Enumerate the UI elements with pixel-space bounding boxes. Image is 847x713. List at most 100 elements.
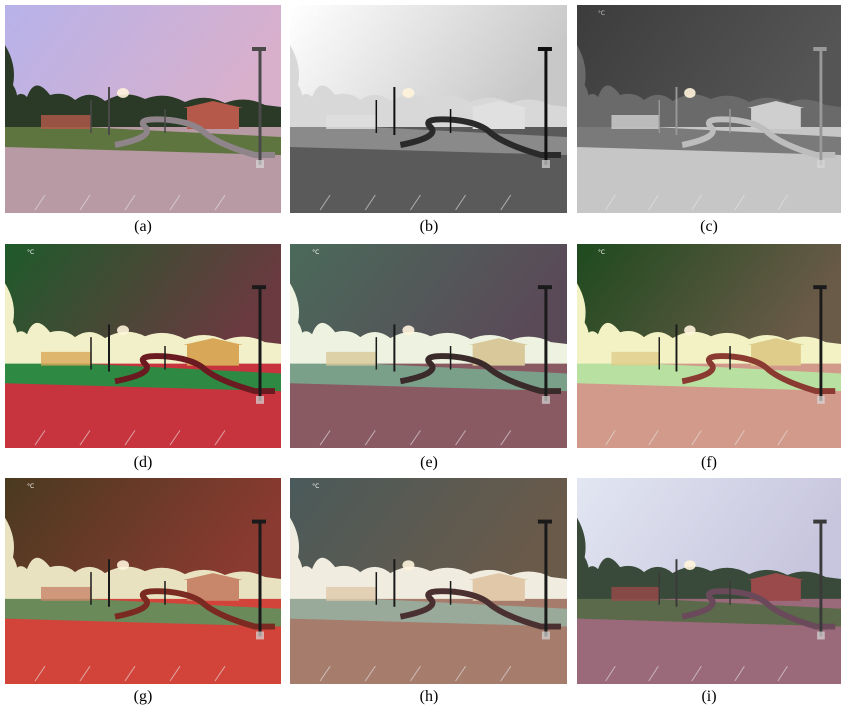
parking-stripe <box>124 194 136 211</box>
scene-svg: °C <box>577 244 841 448</box>
tall-tree <box>577 517 589 597</box>
moon <box>684 560 696 571</box>
parking-stripe <box>500 194 512 211</box>
moon <box>684 325 696 336</box>
parking-stripe <box>691 665 702 682</box>
parking-stripe <box>777 194 788 211</box>
scene-svg <box>577 478 841 684</box>
post-base <box>817 160 825 168</box>
moon <box>117 325 129 336</box>
parking-stripe <box>124 430 136 446</box>
tall-tree <box>577 283 589 362</box>
parking-stripe <box>691 194 702 211</box>
parking-stripe <box>364 430 376 446</box>
panel-f-fused-image: °C <box>577 244 841 448</box>
parking-stripe <box>455 665 467 682</box>
tall-tree <box>290 517 303 597</box>
parking-stripe <box>648 665 659 682</box>
lamp-head <box>537 285 552 290</box>
panel-c-thermal-image: °C <box>577 5 841 213</box>
tall-tree <box>290 283 303 362</box>
parking-stripe <box>410 665 421 682</box>
panel-h-fused-image: °C <box>290 478 567 684</box>
parking-stripe <box>169 665 181 682</box>
building <box>751 579 801 601</box>
parking-stripe <box>734 194 745 211</box>
winding-road <box>681 353 836 395</box>
parking-stripe <box>777 430 788 446</box>
panel-b-thermal-image: °C <box>290 5 567 213</box>
tall-tree <box>290 45 303 125</box>
caption-a: (a) <box>134 218 152 235</box>
building-roof <box>468 573 529 581</box>
lamp-head <box>252 519 266 524</box>
degree-marker: °C <box>312 10 319 17</box>
tall-tree <box>5 517 18 597</box>
winding-road <box>399 588 561 630</box>
parking-stripe <box>34 194 46 211</box>
post-base <box>256 160 264 168</box>
building-left <box>41 586 91 601</box>
post-base <box>541 631 550 640</box>
building-roof <box>183 101 243 108</box>
parking-stripe <box>319 430 331 446</box>
winding-road <box>399 353 561 395</box>
building-left <box>326 115 377 129</box>
building-left <box>41 351 91 366</box>
tall-tree <box>5 283 18 362</box>
parking-stripe <box>410 194 421 211</box>
parking-stripe <box>734 665 745 682</box>
parking-stripe <box>648 430 659 446</box>
building <box>472 579 525 601</box>
parking-stripe <box>169 194 181 211</box>
lamp-head <box>813 285 827 290</box>
degree-marker: °C <box>27 249 34 256</box>
parking-stripe <box>364 194 376 211</box>
building <box>751 344 801 366</box>
parking-stripe <box>734 430 745 446</box>
building-roof <box>747 338 805 346</box>
parking-stripe <box>214 665 226 682</box>
parking-stripe <box>34 430 46 446</box>
caption-f: (f) <box>701 454 717 471</box>
winding-road <box>114 588 275 630</box>
post-base <box>817 396 825 404</box>
caption-b: (b) <box>419 218 439 235</box>
building-left <box>326 586 377 601</box>
parking-stripe <box>214 430 226 446</box>
parking-stripe <box>648 194 659 211</box>
degree-marker: °C <box>312 483 319 490</box>
parking-stripe <box>364 665 376 682</box>
post-base <box>256 396 264 404</box>
degree-marker: °C <box>312 249 319 256</box>
parking-stripe <box>605 430 616 446</box>
moon <box>684 88 696 98</box>
post-base <box>541 160 550 168</box>
parking-stripe <box>319 194 331 211</box>
building-roof <box>747 573 805 581</box>
panel-e-fused-image: °C <box>290 244 567 448</box>
post-base <box>256 631 264 640</box>
scene-svg: °C <box>5 244 281 448</box>
parking-stripe <box>34 665 46 682</box>
tall-tree <box>5 45 18 125</box>
moon <box>402 560 415 571</box>
parking-stripe <box>169 430 181 446</box>
moon <box>117 88 129 98</box>
lamp-head <box>537 47 552 51</box>
scene-svg: °C <box>290 244 567 448</box>
post-base <box>541 396 550 404</box>
winding-road <box>681 116 836 158</box>
panel-a-visible-image <box>5 5 281 213</box>
caption-g: (g) <box>133 688 153 705</box>
moon <box>402 88 415 98</box>
parking-stripe <box>500 430 512 446</box>
panel-i-fused-image <box>577 478 841 684</box>
parking-stripe <box>319 665 331 682</box>
tall-tree <box>577 45 589 125</box>
parking-stripe <box>455 194 467 211</box>
building-roof <box>468 338 529 346</box>
degree-marker: °C <box>598 11 605 17</box>
winding-road <box>114 353 275 395</box>
parking-stripe <box>777 665 788 682</box>
